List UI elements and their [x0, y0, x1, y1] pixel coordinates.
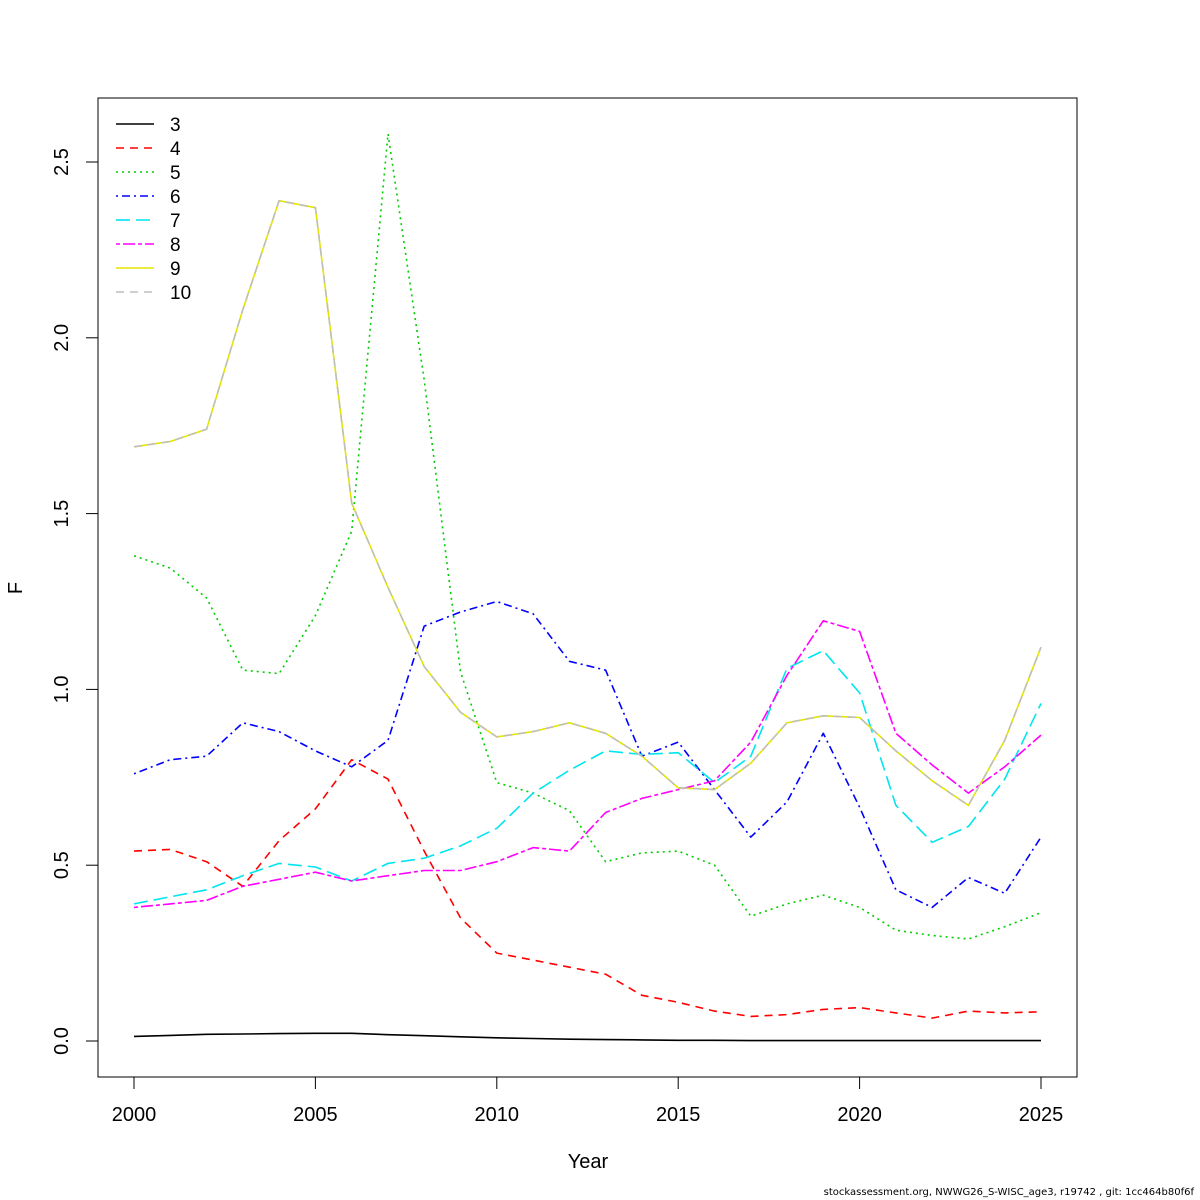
- legend-label-4: 4: [170, 139, 181, 160]
- footer-caption: stockassessment.org, NWWG26_S-WISC_age3,…: [823, 1187, 1194, 1198]
- y-tick-label: 1.0: [51, 675, 73, 703]
- plot-frame: [97, 97, 1078, 1078]
- y-axis-label: F: [5, 582, 27, 594]
- legend-label-9: 9: [170, 259, 181, 280]
- x-tick-label: 2015: [656, 1104, 701, 1126]
- series-line-age-6: [133, 600, 1042, 909]
- x-tick-label: 2005: [293, 1104, 338, 1126]
- legend-label-10: 10: [170, 283, 191, 304]
- series-line-age-8: [133, 619, 1042, 909]
- series-line-age-9: [133, 199, 1042, 807]
- series-line-age-5: [133, 133, 1042, 940]
- series-line-age-4: [133, 758, 1042, 1019]
- y-tick-label: 0.5: [51, 851, 73, 879]
- legend: 3 4 5 6 7 8 9 10: [116, 115, 191, 304]
- y-tick-label: 1.5: [51, 500, 73, 528]
- y-tick-label: 2.0: [51, 324, 73, 352]
- y-tick-label: 2.5: [51, 148, 73, 176]
- legend-label-8: 8: [170, 235, 181, 256]
- x-axis: 2000 2005 2010 2015 2020 2025: [112, 1076, 1064, 1126]
- y-axis: 0.0 0.5 1.0 1.5 2.0 2.5: [51, 148, 99, 1055]
- x-tick-label: 2025: [1019, 1104, 1064, 1126]
- series-line-age-7: [133, 649, 1042, 905]
- legend-label-6: 6: [170, 187, 181, 208]
- legend-label-5: 5: [170, 163, 181, 184]
- x-tick-label: 2000: [112, 1104, 157, 1126]
- legend-label-3: 3: [170, 115, 181, 136]
- series-line-age-10: [133, 199, 1042, 807]
- legend-label-7: 7: [170, 211, 181, 232]
- y-tick-label: 0.0: [51, 1027, 73, 1055]
- x-tick-label: 2020: [837, 1104, 882, 1126]
- x-tick-label: 2010: [475, 1104, 520, 1126]
- series-line-age-3: [133, 1032, 1041, 1042]
- x-axis-label: Year: [568, 1151, 609, 1173]
- series-layer: [133, 133, 1042, 1042]
